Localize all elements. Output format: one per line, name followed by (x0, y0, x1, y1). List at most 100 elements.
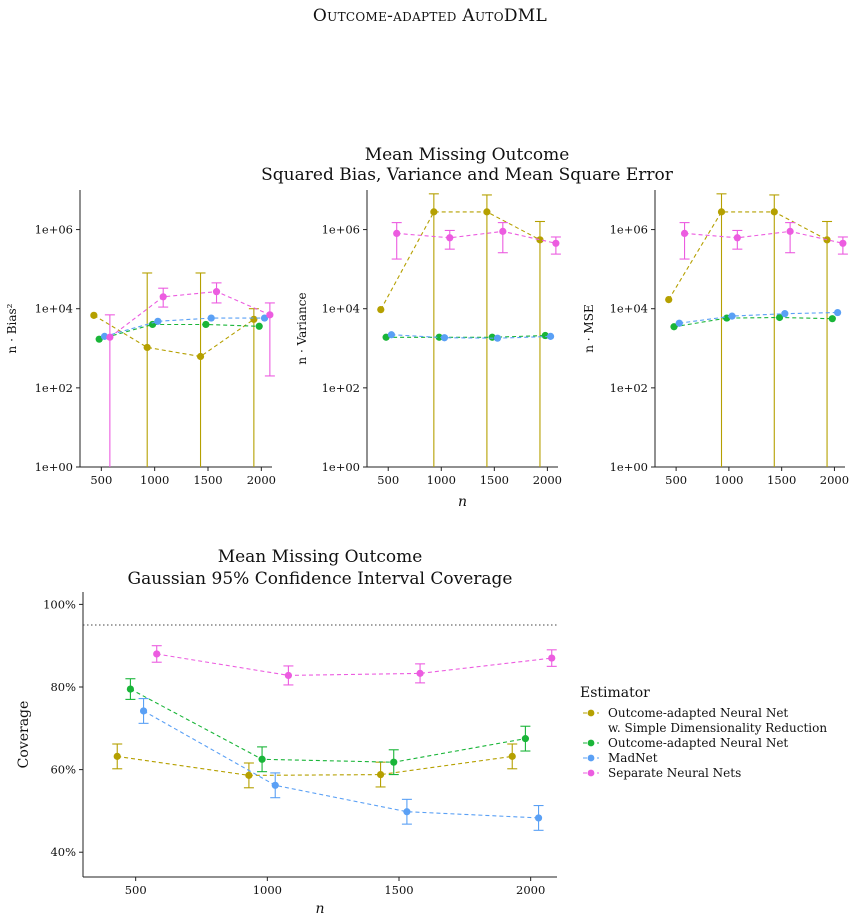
data-point (90, 311, 98, 319)
y-tick-label: 1e+06 (35, 223, 73, 237)
data-point (430, 208, 438, 216)
data-point (483, 208, 491, 216)
data-point (534, 814, 543, 822)
x-tick-label: 1500 (384, 883, 413, 897)
data-point (446, 234, 454, 242)
data-point (828, 315, 836, 323)
data-point (728, 312, 736, 320)
data-point (552, 239, 560, 247)
data-point (387, 331, 396, 339)
series-line (130, 688, 526, 763)
mse-panel: 1e+00 1e+02 1e+04 1e+06 500 1000 1500 2000 n · M… (582, 190, 849, 487)
data-point (416, 669, 424, 677)
data-point (100, 332, 109, 340)
x-axis-label: n (315, 901, 324, 917)
series-line (143, 710, 539, 819)
data-point (271, 781, 279, 789)
x-tick-label: 500 (377, 473, 399, 487)
page-title: Outcome-adapted AutoDML (312, 6, 548, 26)
data-point (212, 288, 221, 296)
y-axis-label: Coverage (16, 701, 32, 769)
bottom-title-line-1: Mean Missing Outcome (218, 547, 423, 567)
series-line (109, 291, 271, 338)
data-point (284, 671, 292, 680)
series-line (117, 755, 513, 776)
legend-key-point (587, 754, 595, 762)
variance-panel: 1e+00 1e+02 1e+04 1e+06 500 1000 1500 2000 n · V… (295, 190, 562, 510)
legend-key-point (587, 739, 595, 747)
data-point (717, 208, 726, 216)
data-point (153, 650, 161, 658)
y-tick-label: 1e+02 (35, 381, 73, 395)
y-tick-label: 1e+04 (35, 302, 73, 316)
data-point (390, 758, 398, 766)
x-tick-label: 500 (665, 473, 687, 487)
y-tick-label: 1e+04 (322, 302, 360, 316)
legend-label: Separate Neural Nets (608, 766, 741, 780)
bottom-title-line-2: Gaussian 95% Confidence Interval Coverag… (127, 569, 512, 589)
y-axis-label: n · Variance (295, 292, 309, 364)
top-title-line-1: Mean Missing Outcome (365, 145, 570, 165)
data-point (435, 333, 443, 341)
data-point (834, 308, 842, 317)
data-point (95, 335, 103, 343)
data-point (139, 707, 148, 715)
legend-label: w. Simple Dimensionality Reduction (608, 721, 827, 735)
data-point (196, 352, 205, 361)
data-point (376, 770, 385, 779)
series-line (156, 653, 552, 676)
legend-label: Outcome-adapted Neural Net (608, 706, 788, 720)
data-point (541, 331, 549, 340)
x-tick-label: 1500 (767, 473, 796, 487)
data-point (106, 333, 114, 341)
x-tick-label: 2000 (247, 473, 276, 487)
x-tick-label: 500 (90, 473, 112, 487)
data-point (499, 227, 507, 235)
series-line (99, 323, 260, 340)
legend-key-point (587, 709, 595, 717)
series-line (673, 316, 833, 328)
series-line (93, 314, 255, 358)
data-point (266, 311, 274, 319)
x-tick-label: 1500 (193, 473, 222, 487)
x-tick-label: 1500 (480, 473, 509, 487)
data-point (126, 685, 134, 693)
data-point (255, 322, 263, 330)
x-tick-label: 1000 (427, 473, 456, 487)
y-axis-label: n · MSE (582, 304, 596, 352)
y-tick-label: 1e+00 (610, 460, 648, 474)
data-point (207, 314, 215, 322)
data-point (377, 305, 385, 314)
data-point (440, 334, 449, 342)
y-tick-label: 60% (50, 763, 76, 777)
data-point (521, 735, 530, 743)
series-line (104, 317, 265, 337)
y-tick-label: 1e+00 (322, 460, 360, 474)
top-title-line-2: Squared Bias, Variance and Mean Square E… (261, 165, 674, 185)
x-tick-label: 1000 (253, 883, 282, 897)
data-point (202, 320, 210, 329)
data-point (250, 315, 258, 323)
data-point (260, 314, 269, 322)
data-point (245, 771, 253, 779)
x-tick-label: 1000 (714, 473, 743, 487)
x-tick-label: 2000 (516, 883, 545, 897)
data-point (113, 752, 121, 760)
x-tick-label: 2000 (533, 473, 562, 487)
x-tick-label: 500 (125, 883, 147, 897)
legend-label: Outcome-adapted Neural Net (608, 736, 788, 750)
x-tick-label: 2000 (820, 473, 849, 487)
data-point (665, 295, 673, 304)
coverage-panel: 40% 60% 80% 100% 500 1000 1500 2000 Coverage n (16, 592, 557, 917)
data-point (770, 208, 778, 216)
series-line (380, 211, 541, 310)
y-tick-label: 1e+02 (610, 381, 648, 395)
data-point (548, 654, 556, 662)
y-tick-label: 1e+06 (322, 223, 360, 237)
bias-panel: 1e+00 1e+02 1e+04 1e+06 500 1000 1500 2000 n · B… (5, 190, 276, 487)
series-line (386, 334, 546, 338)
series-line (668, 211, 828, 300)
legend-label: MadNet (608, 751, 658, 765)
